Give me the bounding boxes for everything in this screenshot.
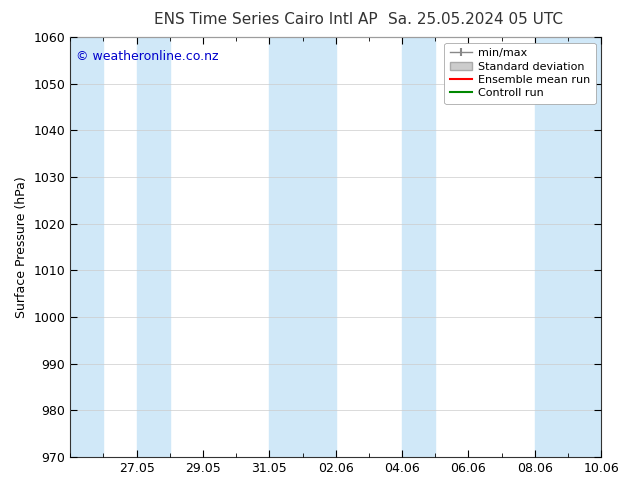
Legend: min/max, Standard deviation, Ensemble mean run, Controll run: min/max, Standard deviation, Ensemble me… xyxy=(444,43,595,104)
Bar xyxy=(137,37,170,457)
Bar xyxy=(70,37,103,457)
Bar xyxy=(534,37,601,457)
Y-axis label: Surface Pressure (hPa): Surface Pressure (hPa) xyxy=(15,176,28,318)
Bar xyxy=(269,37,336,457)
Text: Sa. 25.05.2024 05 UTC: Sa. 25.05.2024 05 UTC xyxy=(388,12,563,27)
Bar xyxy=(402,37,435,457)
Text: © weatheronline.co.nz: © weatheronline.co.nz xyxy=(75,50,218,63)
Text: ENS Time Series Cairo Intl AP: ENS Time Series Cairo Intl AP xyxy=(155,12,378,27)
